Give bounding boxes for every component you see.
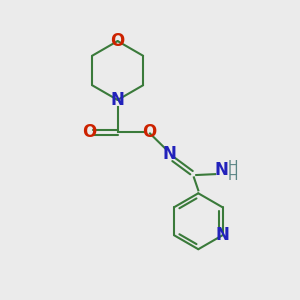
Text: H: H xyxy=(228,159,238,173)
Text: O: O xyxy=(82,123,96,141)
Text: O: O xyxy=(142,123,156,141)
Text: N: N xyxy=(163,146,177,164)
Text: N: N xyxy=(215,161,229,179)
Text: H: H xyxy=(228,169,238,183)
Text: N: N xyxy=(111,91,124,109)
Text: N: N xyxy=(216,226,230,244)
Text: O: O xyxy=(110,32,125,50)
